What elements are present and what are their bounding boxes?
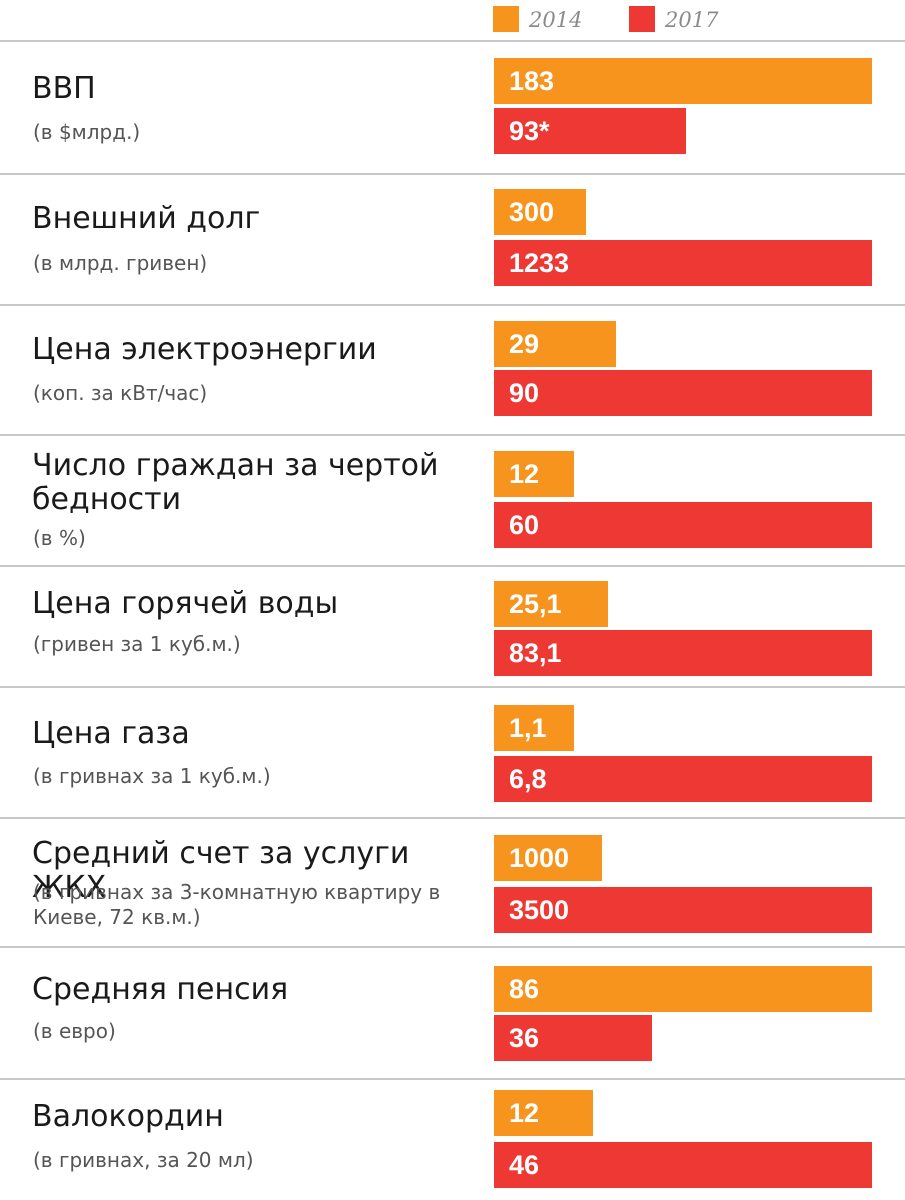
row-divider xyxy=(0,1078,905,1080)
legend-label-2017: 2017 xyxy=(665,8,719,32)
bar-2017: 83,1 xyxy=(494,630,872,676)
row-divider xyxy=(0,434,905,436)
bar-value-label: 1,1 xyxy=(509,713,547,743)
bar-value-label: 90 xyxy=(509,378,540,408)
indicator-unit: (коп. за кВт/час) xyxy=(33,381,208,405)
bar-value-label: 93* xyxy=(509,116,550,146)
bar-value-label: 183 xyxy=(509,66,555,96)
bar-2017: 90 xyxy=(494,370,872,416)
bar-2014: 25,1 xyxy=(494,581,608,627)
indicator-unit: (в млрд. гривен) xyxy=(33,251,208,275)
bar-2017: 60 xyxy=(494,502,872,548)
row-divider xyxy=(0,946,905,948)
bar-value-label: 25,1 xyxy=(509,589,562,619)
indicator-unit: (в гривнах, за 20 мл) xyxy=(33,1148,254,1172)
indicator-unit: (в евро) xyxy=(33,1019,116,1043)
legend-swatch-2017 xyxy=(629,6,655,32)
bar-2014: 12 xyxy=(494,451,574,497)
bar-value-label: 12 xyxy=(509,1098,540,1128)
indicator-title: Цена электроэнергии xyxy=(32,332,377,367)
bar-value-label: 3500 xyxy=(509,895,570,925)
bar-2014: 12 xyxy=(494,1090,593,1136)
bar-2017: 93* xyxy=(494,108,686,154)
bar-value-label: 1000 xyxy=(509,843,570,873)
bar-2014: 183 xyxy=(494,58,872,104)
row-divider xyxy=(0,686,905,688)
bar-value-label: 1233 xyxy=(509,248,570,278)
indicator-unit: (гривен за 1 куб.м.) xyxy=(33,632,241,656)
indicator-unit: (в $млрд.) xyxy=(33,120,141,144)
bar-value-label: 46 xyxy=(509,1150,540,1180)
bar-2017: 3500 xyxy=(494,887,872,933)
bar-2014: 1,1 xyxy=(494,705,574,751)
row-divider xyxy=(0,40,905,42)
indicator-title: Средний счет за услуги ЖКХ xyxy=(32,836,410,905)
indicator-title: Валокордин xyxy=(32,1099,224,1134)
row-divider xyxy=(0,173,905,175)
row-divider xyxy=(0,565,905,567)
legend-label-2014: 2014 xyxy=(529,8,583,32)
bar-2014: 300 xyxy=(494,189,586,235)
indicator-title: ВВП xyxy=(32,71,96,106)
indicator-unit: (в гривнах за 1 куб.м.) xyxy=(33,764,271,788)
bar-value-label: 83,1 xyxy=(509,638,562,668)
bar-2017: 36 xyxy=(494,1015,652,1061)
bar-value-label: 300 xyxy=(509,197,555,227)
indicator-unit: (в %) xyxy=(33,526,86,550)
row-divider xyxy=(0,304,905,306)
bar-value-label: 12 xyxy=(509,459,540,489)
bar-value-label: 86 xyxy=(509,974,540,1004)
legend: 2014 2017 xyxy=(493,6,753,34)
indicator-title: Число граждан за чертой бедности xyxy=(32,448,439,517)
bar-value-label: 60 xyxy=(509,510,540,540)
indicator-title: Внешний долг xyxy=(32,201,261,236)
bar-2014: 29 xyxy=(494,321,616,367)
bar-2014: 1000 xyxy=(494,835,602,881)
bar-value-label: 36 xyxy=(509,1023,540,1053)
indicator-title: Цена горячей воды xyxy=(32,586,339,621)
indicator-unit: (в гривнах за 3-комнатную квартиру в Кие… xyxy=(33,880,441,929)
row-divider xyxy=(0,817,905,819)
indicator-title: Цена газа xyxy=(32,716,190,751)
indicator-title: Средняя пенсия xyxy=(32,972,289,1007)
bar-2017: 1233 xyxy=(494,240,872,286)
legend-swatch-2014 xyxy=(493,6,519,32)
bar-2017: 46 xyxy=(494,1142,872,1188)
bar-2014: 86 xyxy=(494,966,872,1012)
bar-2017: 6,8 xyxy=(494,756,872,802)
bar-value-label: 29 xyxy=(509,329,540,359)
bar-value-label: 6,8 xyxy=(509,764,547,794)
